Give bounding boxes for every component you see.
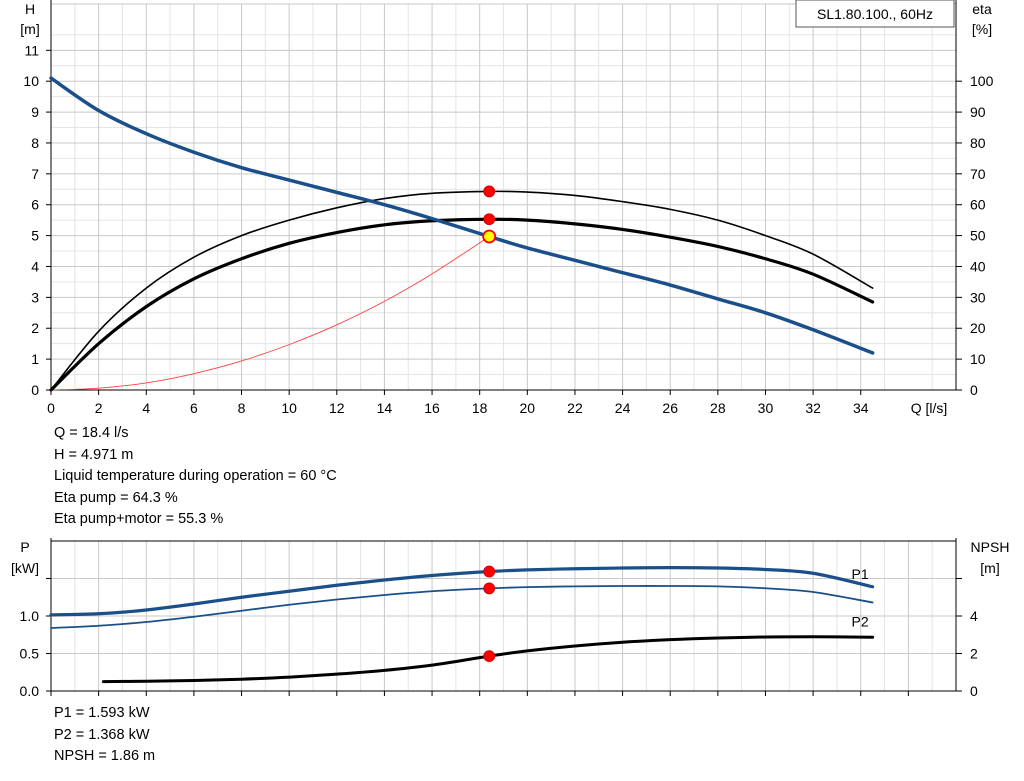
y-tick-label-left: 1 <box>31 351 39 367</box>
curve-eta-pump-motor <box>49 217 875 392</box>
y-tick-label-left: 7 <box>31 166 39 182</box>
y-tick-label-right: 50 <box>970 228 986 244</box>
y-tick-label-right: 20 <box>970 320 986 336</box>
npsh-y-tick-label: 2 <box>970 646 978 662</box>
operating-point-marker <box>482 229 497 244</box>
y-axis-unit-left: [m] <box>20 21 39 37</box>
info-p1: P1 = 1.593 kW <box>54 705 150 721</box>
y-tick-label-left: 11 <box>24 42 39 58</box>
p-axis-unit: [kW] <box>11 560 39 576</box>
curve-p1 <box>49 566 875 617</box>
x-tick-label: 6 <box>190 400 198 416</box>
power-point-marker <box>483 565 496 578</box>
y-tick-label-left: 5 <box>31 228 39 244</box>
operating-point-info: Q = 18.4 l/s H = 4.971 m Liquid temperat… <box>54 423 337 531</box>
duty-point-marker <box>483 213 496 226</box>
info-eta-pump: Eta pump = 64.3 % <box>54 489 178 506</box>
y-tick-label-left: 6 <box>31 197 39 213</box>
info-liquid-temperature: Liquid temperature during operation = 60… <box>54 468 337 484</box>
info-eta-pump-motor: Eta pump+motor = 55.3 % <box>54 511 224 527</box>
x-tick-label: 12 <box>329 400 345 416</box>
y-tick-label-left: 9 <box>31 104 39 120</box>
legend-label-p1: P1 <box>852 566 869 582</box>
legend-label-p2: P2 <box>852 614 869 630</box>
p-y-tick-label: 0.0 <box>20 683 40 699</box>
x-tick-label: 4 <box>142 400 150 416</box>
y-axis-title-left: H <box>25 1 35 17</box>
info-flow: Q = 18.4 l/s <box>54 425 129 441</box>
y-tick-label-right: 100 <box>970 73 994 89</box>
x-tick-label: 2 <box>95 400 103 416</box>
x-tick-label: 32 <box>805 400 821 416</box>
y-tick-label-right: 10 <box>970 351 986 367</box>
y-tick-label-right: 70 <box>970 166 986 182</box>
info-head: H = 4.971 m <box>54 446 134 463</box>
x-tick-label: 20 <box>520 400 536 416</box>
p-axis-title: P <box>20 539 29 555</box>
y-tick-label-left: 2 <box>31 320 39 336</box>
y-tick-label-left: 3 <box>31 289 39 305</box>
y-tick-label-right: 90 <box>970 104 986 120</box>
x-tick-label: 10 <box>281 400 297 416</box>
x-tick-label: 24 <box>615 400 631 416</box>
x-tick-label: 26 <box>662 400 678 416</box>
info-p2: P2 = 1.368 kW <box>54 726 150 743</box>
x-axis-title: Q [l/s] <box>911 400 948 416</box>
x-tick-label: 8 <box>238 400 246 416</box>
x-tick-label: 16 <box>424 400 440 416</box>
npsh-y-tick-label: 4 <box>970 608 978 624</box>
y-axis-unit-right: [%] <box>972 21 992 37</box>
power-point-marker <box>483 650 496 663</box>
title-box <box>795 0 955 28</box>
npsh-y-tick-label: 0 <box>970 683 978 699</box>
p-y-tick-label: 0.5 <box>20 646 40 662</box>
x-tick-label: 0 <box>47 400 55 416</box>
y-tick-label-right: 80 <box>970 135 986 151</box>
curve-eta-pump <box>50 190 874 391</box>
chart-title: SL1.80.100., 60Hz <box>817 6 933 22</box>
y-tick-label-left: 10 <box>23 73 39 89</box>
npsh-axis-title: NPSH <box>971 539 1010 555</box>
curve-head <box>49 76 875 355</box>
y-tick-label-left: 4 <box>31 258 39 274</box>
y-tick-label-left: 0 <box>31 382 39 398</box>
x-tick-label: 14 <box>377 400 393 416</box>
p-y-tick-label: 1.0 <box>20 608 40 624</box>
power-point-marker <box>483 582 496 595</box>
x-tick-label: 34 <box>853 400 869 416</box>
curve-system <box>50 236 490 391</box>
info-npsh: NPSH = 1.86 m <box>54 748 156 764</box>
curve-p2 <box>50 585 874 629</box>
x-tick-label: 28 <box>710 400 726 416</box>
y-tick-label-left: 8 <box>31 135 39 151</box>
y-axis-title-right: eta <box>972 1 992 17</box>
y-tick-label-right: 40 <box>970 258 986 274</box>
x-tick-label: 18 <box>472 400 488 416</box>
y-tick-label-right: 60 <box>970 197 986 213</box>
x-tick-label: 30 <box>758 400 774 416</box>
npsh-axis-unit: [m] <box>980 560 999 576</box>
y-tick-label-right: 30 <box>970 289 986 305</box>
power-info: P1 = 1.593 kW P2 = 1.368 kW NPSH = 1.86 … <box>54 703 155 768</box>
y-tick-label-right: 0 <box>970 382 978 398</box>
x-tick-label: 22 <box>567 400 583 416</box>
duty-point-marker <box>483 185 496 198</box>
